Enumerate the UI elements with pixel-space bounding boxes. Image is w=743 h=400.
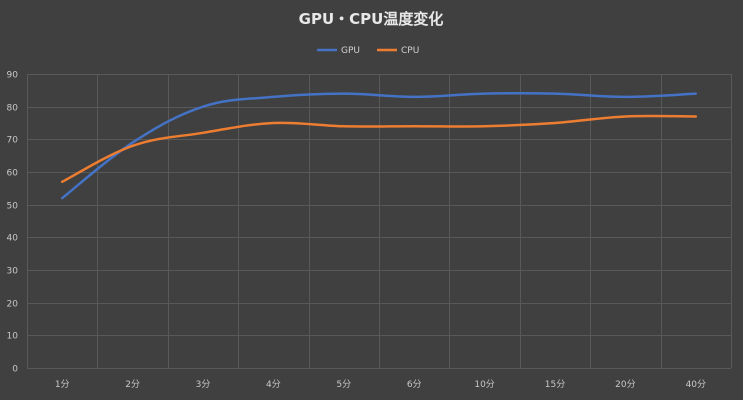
x-tick-label: 20分 xyxy=(615,379,635,390)
x-tick-label: 5分 xyxy=(336,379,351,390)
x-tick-label: 6分 xyxy=(407,379,422,390)
legend-label-cpu: CPU xyxy=(401,46,419,56)
x-tick-label: 40分 xyxy=(686,379,706,390)
y-tick-label: 60 xyxy=(7,169,19,179)
y-tick-label: 90 xyxy=(7,71,19,81)
x-tick-label: 2分 xyxy=(125,379,140,390)
legend: GPU CPU xyxy=(317,46,419,56)
x-axis-ticks: 1分 2分 3分 4分 5分 6分 10分 15分 20分 40分 xyxy=(55,379,706,390)
x-tick-label: 10分 xyxy=(474,379,494,390)
series-lines xyxy=(60,91,698,200)
x-tick-label: 3分 xyxy=(196,379,211,390)
series-line-gpu xyxy=(60,91,698,200)
x-tick-label: 15分 xyxy=(545,379,565,390)
y-tick-label: 30 xyxy=(7,267,19,277)
y-tick-label: 40 xyxy=(7,234,19,244)
y-tick-label: 0 xyxy=(12,365,18,375)
y-axis-ticks: 0 10 20 30 40 50 60 70 80 90 xyxy=(7,71,19,375)
chart-title: GPU・CPU温度変化 xyxy=(299,10,444,28)
series-line-cpu xyxy=(60,114,698,184)
y-tick-label: 50 xyxy=(7,202,19,212)
x-tick-label: 4分 xyxy=(266,379,281,390)
grid-lines xyxy=(27,74,732,369)
x-tick-label: 1分 xyxy=(55,379,70,390)
legend-label-gpu: GPU xyxy=(341,46,360,56)
y-tick-label: 70 xyxy=(7,136,19,146)
y-tick-label: 80 xyxy=(7,104,19,114)
y-tick-label: 20 xyxy=(7,300,19,310)
y-tick-label: 10 xyxy=(7,332,19,342)
